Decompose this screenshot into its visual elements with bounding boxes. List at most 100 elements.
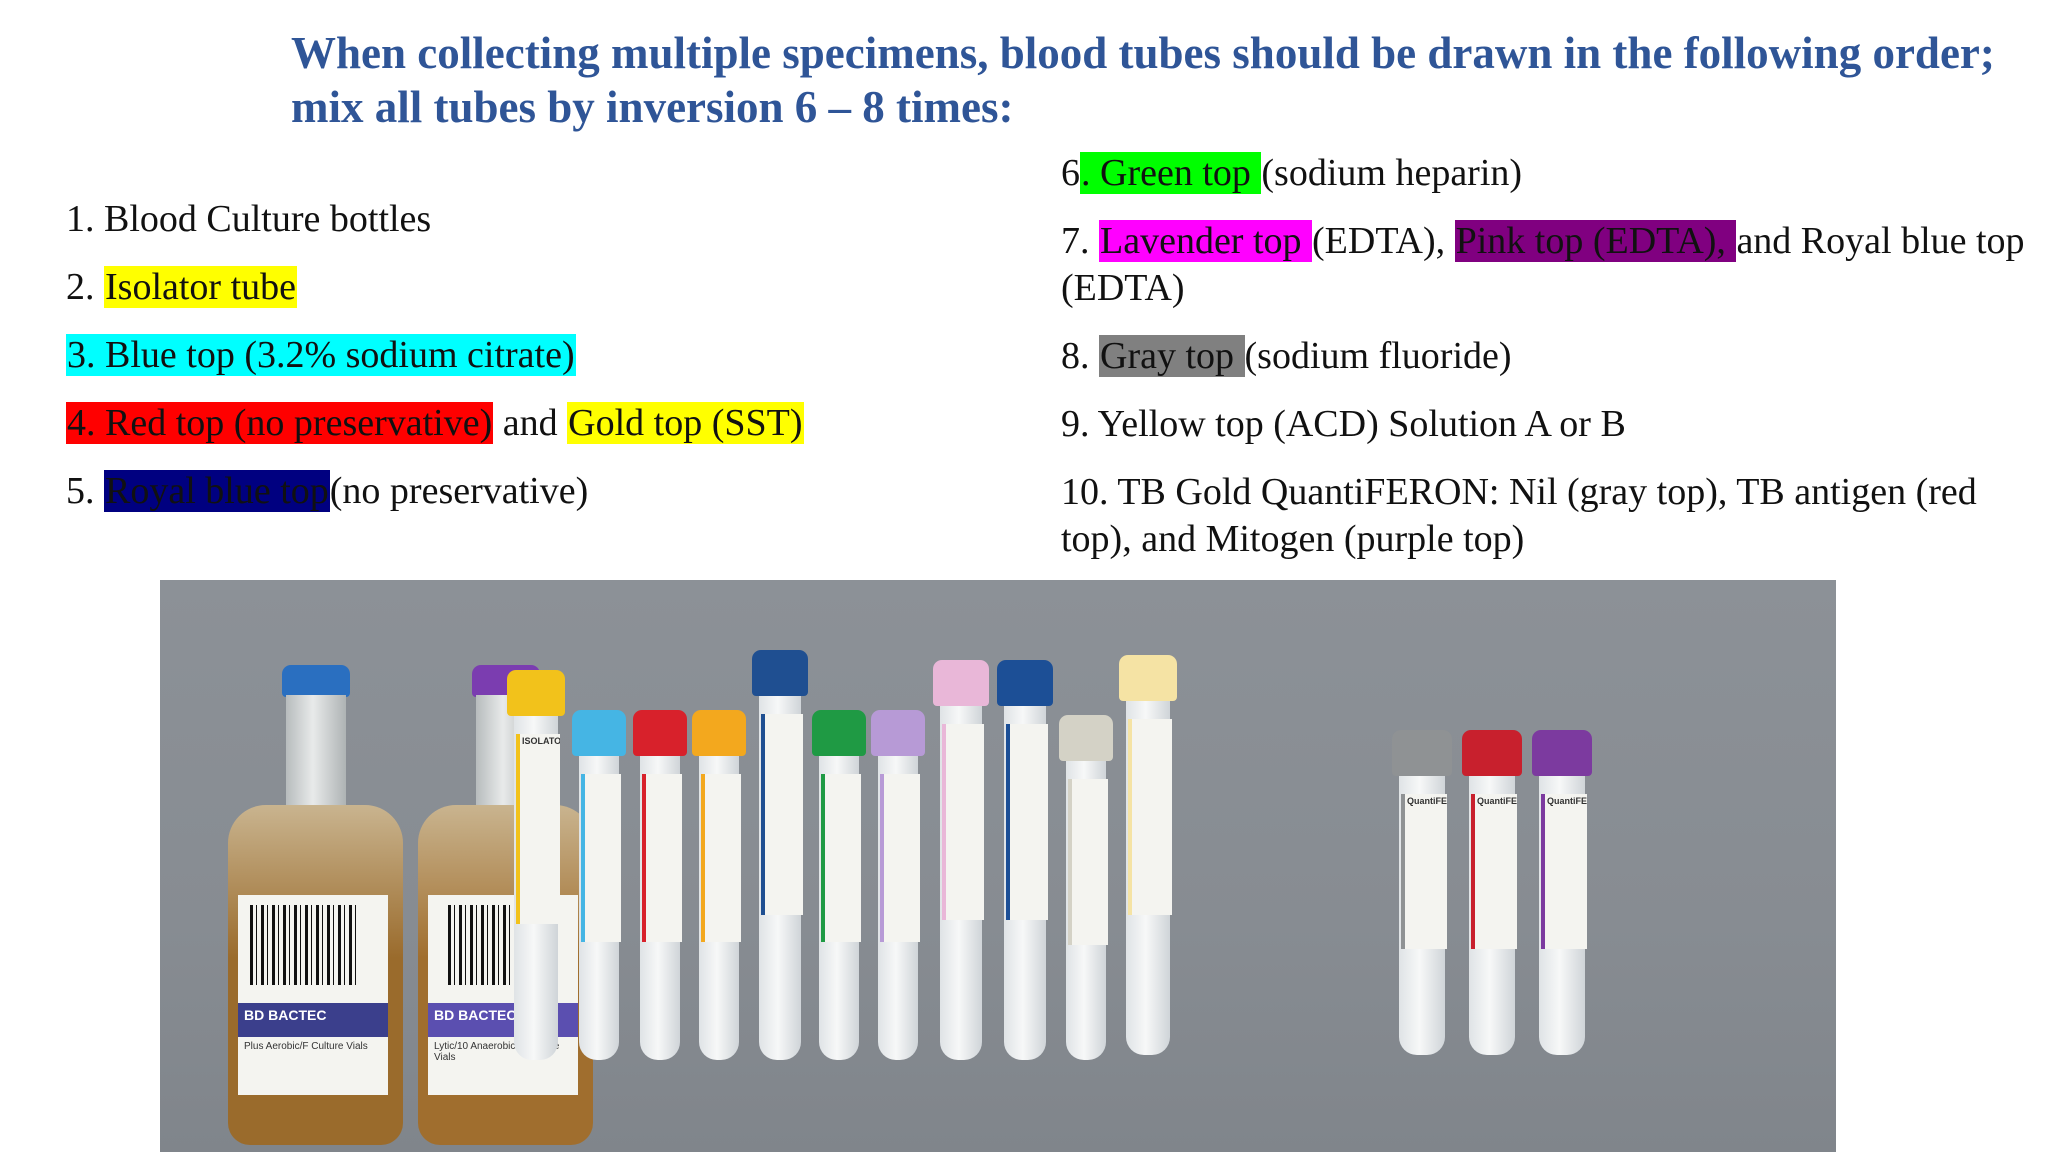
tube-label bbox=[761, 714, 803, 915]
blood-culture-bottle-aerobic: BD BACTEC Plus Aerobic/F Culture Vials bbox=[228, 665, 403, 1145]
list-item-1: 1. Blood Culture bottles bbox=[66, 196, 1026, 243]
blood-tube bbox=[933, 660, 989, 1060]
tube-body bbox=[640, 754, 682, 1060]
item-text: (sodium heparin) bbox=[1261, 152, 1523, 194]
bottle-subtitle: Plus Aerobic/F Culture Vials bbox=[244, 1041, 368, 1052]
item-number: 7. bbox=[1061, 220, 1099, 262]
tube-cap bbox=[997, 660, 1053, 706]
tube-body: QuantiFERON bbox=[1539, 774, 1587, 1055]
tube-label: QuantiFERON bbox=[1471, 794, 1517, 949]
highlight-gold-top: Gold top (SST) bbox=[567, 402, 804, 444]
item-number: 9. bbox=[1061, 403, 1098, 445]
list-item-4: 4. Red top (no preservative) and Gold to… bbox=[66, 400, 1026, 447]
draw-order-list-right: 6. Green top (sodium heparin) 7. Lavende… bbox=[1061, 150, 2031, 584]
bottle-subtitle: Lytic/10 Anaerobic/F Culture Vials bbox=[434, 1041, 560, 1063]
bottle-neck bbox=[286, 695, 346, 815]
list-item-8: 8. Gray top (sodium fluoride) bbox=[1061, 333, 2031, 380]
tube-body: QuantiFERON bbox=[1469, 774, 1517, 1055]
item-number: 8. bbox=[1061, 335, 1099, 377]
tube-body bbox=[940, 704, 984, 1060]
tube-body bbox=[1066, 759, 1108, 1060]
highlight-isolator: Isolator tube bbox=[104, 266, 298, 308]
tube-cap bbox=[933, 660, 989, 706]
list-item-3: 3. Blue top (3.2% sodium citrate) bbox=[66, 332, 1026, 379]
tube-cap bbox=[1392, 730, 1452, 776]
barcode bbox=[250, 905, 360, 985]
item-number: 10. bbox=[1061, 471, 1118, 513]
tube-label-text: QuantiFERON bbox=[1477, 796, 1517, 806]
blood-tube bbox=[633, 710, 687, 1060]
highlight-blue-top: 3. Blue top (3.2% sodium citrate) bbox=[66, 334, 576, 376]
tube-body: QuantiFERON bbox=[1399, 774, 1447, 1055]
blood-tube bbox=[871, 710, 925, 1060]
tube-body bbox=[579, 754, 621, 1060]
list-item-5: 5. Royal blue top(no preservative) bbox=[66, 468, 1026, 515]
blood-tube bbox=[572, 710, 626, 1060]
blood-tube bbox=[997, 660, 1053, 1060]
tube-label: ISOLATOR bbox=[516, 734, 560, 924]
tube-cap bbox=[1059, 715, 1113, 761]
tube-cap bbox=[1119, 655, 1177, 701]
tube-label bbox=[942, 724, 984, 920]
list-item-2: 2. Isolator tube bbox=[66, 264, 1026, 311]
tube-body bbox=[878, 754, 920, 1060]
tube-cap bbox=[812, 710, 866, 756]
tube-cap bbox=[572, 710, 626, 756]
blood-tube: QuantiFERON bbox=[1532, 730, 1592, 1055]
tube-label-text: QuantiFERON bbox=[1407, 796, 1447, 806]
blood-culture-bottle-anaerobic: BD BACTEC Lytic/10 Anaerobic/F Culture V… bbox=[418, 665, 593, 1145]
draw-order-list-left: 1. Blood Culture bottles 2. Isolator tub… bbox=[66, 196, 1026, 536]
bottle-brand: BD BACTEC bbox=[244, 1007, 327, 1023]
blood-tube bbox=[692, 710, 746, 1060]
tube-label: QuantiFERON bbox=[1541, 794, 1587, 949]
list-item-7: 7. Lavender top (EDTA), Pink top (EDTA),… bbox=[1061, 218, 2031, 312]
tube-body: ISOLATOR bbox=[514, 714, 560, 1060]
item-text: (EDTA), bbox=[1312, 220, 1455, 262]
tube-label: QuantiFERON bbox=[1401, 794, 1447, 949]
item-text: (sodium fluoride) bbox=[1244, 335, 1512, 377]
tube-label bbox=[880, 774, 920, 942]
tube-label bbox=[821, 774, 861, 942]
tube-label bbox=[1068, 779, 1108, 945]
tube-label bbox=[642, 774, 682, 942]
list-item-10: 10. TB Gold QuantiFERON: Nil (gray top),… bbox=[1061, 469, 2031, 563]
item-number: 5. bbox=[66, 470, 104, 512]
blood-tube: ISOLATOR bbox=[507, 670, 565, 1060]
highlight-red-top: 4. Red top (no preservative) bbox=[66, 402, 494, 444]
highlight-lavender-top: Lavender top bbox=[1099, 220, 1313, 262]
tube-cap bbox=[871, 710, 925, 756]
tube-label bbox=[1128, 719, 1172, 915]
tube-cap bbox=[633, 710, 687, 756]
item-text: Yellow top (ACD) Solution A or B bbox=[1097, 403, 1626, 445]
bottle-cap bbox=[282, 665, 350, 697]
item-text: Blood Culture bottles bbox=[104, 198, 432, 240]
tube-cap bbox=[507, 670, 565, 716]
item-text: and bbox=[493, 402, 568, 444]
tube-cap bbox=[1532, 730, 1592, 776]
blood-tube bbox=[1059, 715, 1113, 1060]
tube-cap bbox=[1462, 730, 1522, 776]
page-title: When collecting multiple specimens, bloo… bbox=[291, 28, 1995, 132]
item-number: 1. bbox=[66, 198, 104, 240]
blood-tube: QuantiFERON bbox=[1392, 730, 1452, 1055]
item-text: (no preservative) bbox=[329, 470, 589, 512]
blood-tube bbox=[752, 650, 808, 1060]
tube-cap bbox=[692, 710, 746, 756]
item-text: and Royal blue top (EDTA) bbox=[1061, 220, 2025, 309]
blood-tube bbox=[812, 710, 866, 1060]
tube-body bbox=[819, 754, 861, 1060]
label-brand-band bbox=[238, 1003, 388, 1037]
tube-body bbox=[1126, 699, 1172, 1055]
highlight-gray-top: Gray top bbox=[1099, 335, 1245, 377]
bottle-label: BD BACTEC Plus Aerobic/F Culture Vials bbox=[238, 895, 388, 1095]
bottle-brand: BD BACTEC bbox=[434, 1007, 517, 1023]
item-text: TB Gold QuantiFERON: Nil (gray top), TB … bbox=[1061, 471, 1977, 560]
tube-label-text: ISOLATOR bbox=[522, 736, 560, 746]
tube-body bbox=[1004, 704, 1048, 1060]
tube-cap bbox=[752, 650, 808, 696]
tube-label bbox=[1006, 724, 1048, 920]
highlight-pink-top: Pink top (EDTA), bbox=[1454, 220, 1737, 262]
highlight-royal-blue-top: Royal blue top bbox=[104, 470, 330, 512]
tube-body bbox=[699, 754, 741, 1060]
blood-tube bbox=[1119, 655, 1177, 1055]
